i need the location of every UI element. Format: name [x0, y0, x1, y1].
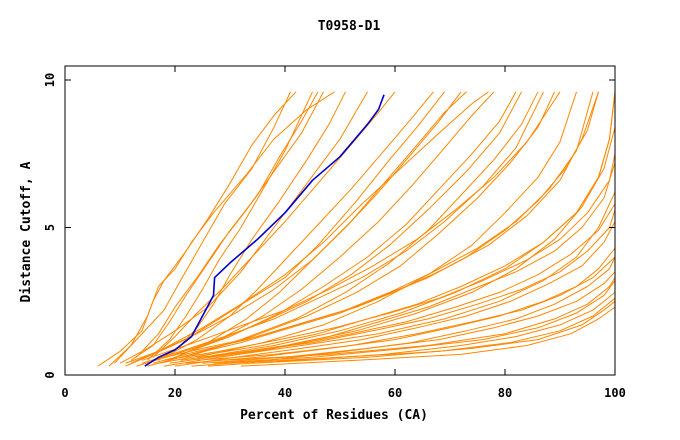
series-line-26 [224, 277, 616, 361]
series-line-30 [163, 91, 434, 358]
series-line-44 [130, 91, 319, 361]
series-line-29 [251, 300, 616, 364]
x-tick-label: 0 [61, 386, 68, 400]
series-line-40 [152, 91, 396, 358]
x-axis-title: Percent of Residues (CA) [240, 408, 428, 423]
series-line-35 [191, 91, 555, 355]
x-tick-label: 60 [388, 386, 402, 400]
series-line-25 [213, 280, 616, 364]
series-line-20 [185, 247, 616, 364]
series-layer [97, 91, 616, 367]
series-line-38 [158, 91, 346, 361]
series-line-43 [218, 191, 616, 358]
highlight-series-line [144, 94, 385, 367]
series-line-13 [152, 91, 599, 361]
series-line-34 [185, 91, 539, 358]
x-tick-label: 100 [604, 386, 626, 400]
series-line-32 [174, 91, 495, 358]
series-line-39 [136, 91, 324, 358]
ticks-layer: 0 20 40 60 80 100 0 5 10 [43, 66, 626, 400]
y-axis-title: Distance Cutoff, A [19, 161, 34, 302]
series-line-3 [114, 91, 291, 364]
plot-frame [64, 65, 616, 376]
series-line-7 [130, 91, 489, 364]
series-line-12 [152, 91, 594, 364]
series-line-33 [180, 91, 517, 355]
chart-title: T0958-D1 [318, 19, 381, 34]
series-line-14 [158, 91, 616, 364]
series-line-31 [169, 91, 462, 361]
series-line-37 [147, 91, 313, 361]
series-line-28 [240, 306, 616, 367]
series-line-19 [180, 209, 616, 361]
x-tick-label: 20 [168, 386, 182, 400]
series-line-42 [207, 127, 616, 358]
series-line-10 [141, 91, 561, 361]
series-line-6 [125, 91, 467, 364]
series-line-4 [119, 91, 368, 364]
y-tick-label: 10 [43, 73, 57, 87]
x-tick-label: 80 [498, 386, 512, 400]
series-line-36 [196, 91, 577, 358]
series-line-23 [202, 271, 616, 364]
series-line-18 [174, 221, 616, 367]
series-line-22 [196, 256, 616, 361]
series-line-11 [147, 91, 599, 367]
y-tick-label: 0 [43, 371, 57, 378]
y-tick-label: 5 [43, 224, 57, 231]
series-line-41 [202, 91, 616, 358]
series-line-27 [229, 297, 616, 364]
series-line-2 [108, 91, 335, 367]
x-tick-label: 40 [278, 386, 292, 400]
series-line-5 [125, 91, 445, 367]
series-line-15 [163, 162, 616, 367]
